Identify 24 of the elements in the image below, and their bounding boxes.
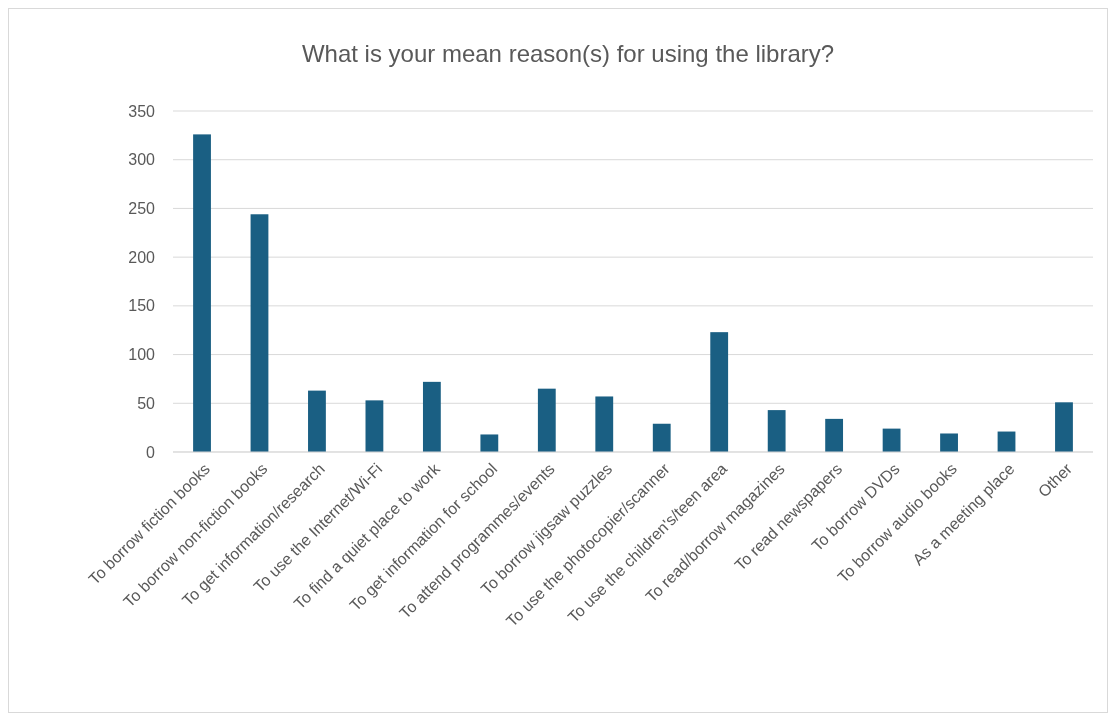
- y-tick-label: 250: [128, 200, 156, 218]
- bar: [537, 388, 556, 452]
- y-tick-label: 200: [128, 248, 156, 266]
- bar: [193, 134, 211, 452]
- y-tick-label: 300: [128, 151, 156, 169]
- bar: [767, 410, 786, 452]
- bar: [250, 214, 269, 452]
- bar: [825, 418, 844, 452]
- y-tick-label: 50: [137, 394, 156, 412]
- y-tick-label: 0: [146, 443, 156, 461]
- bar: [365, 400, 384, 452]
- chart-title: What is your mean reason(s) for using the library?: [301, 40, 835, 67]
- bar: [1055, 402, 1073, 452]
- bar: [595, 396, 614, 452]
- y-tick-label: 100: [128, 346, 156, 364]
- bar: [710, 332, 729, 452]
- y-tick-label: 350: [128, 102, 156, 120]
- bar: [940, 433, 958, 452]
- bar: [480, 434, 499, 452]
- y-tick-label: 150: [128, 297, 156, 315]
- bar: [882, 428, 901, 452]
- bar: [652, 423, 671, 452]
- bar: [422, 381, 441, 452]
- bar: [308, 390, 326, 452]
